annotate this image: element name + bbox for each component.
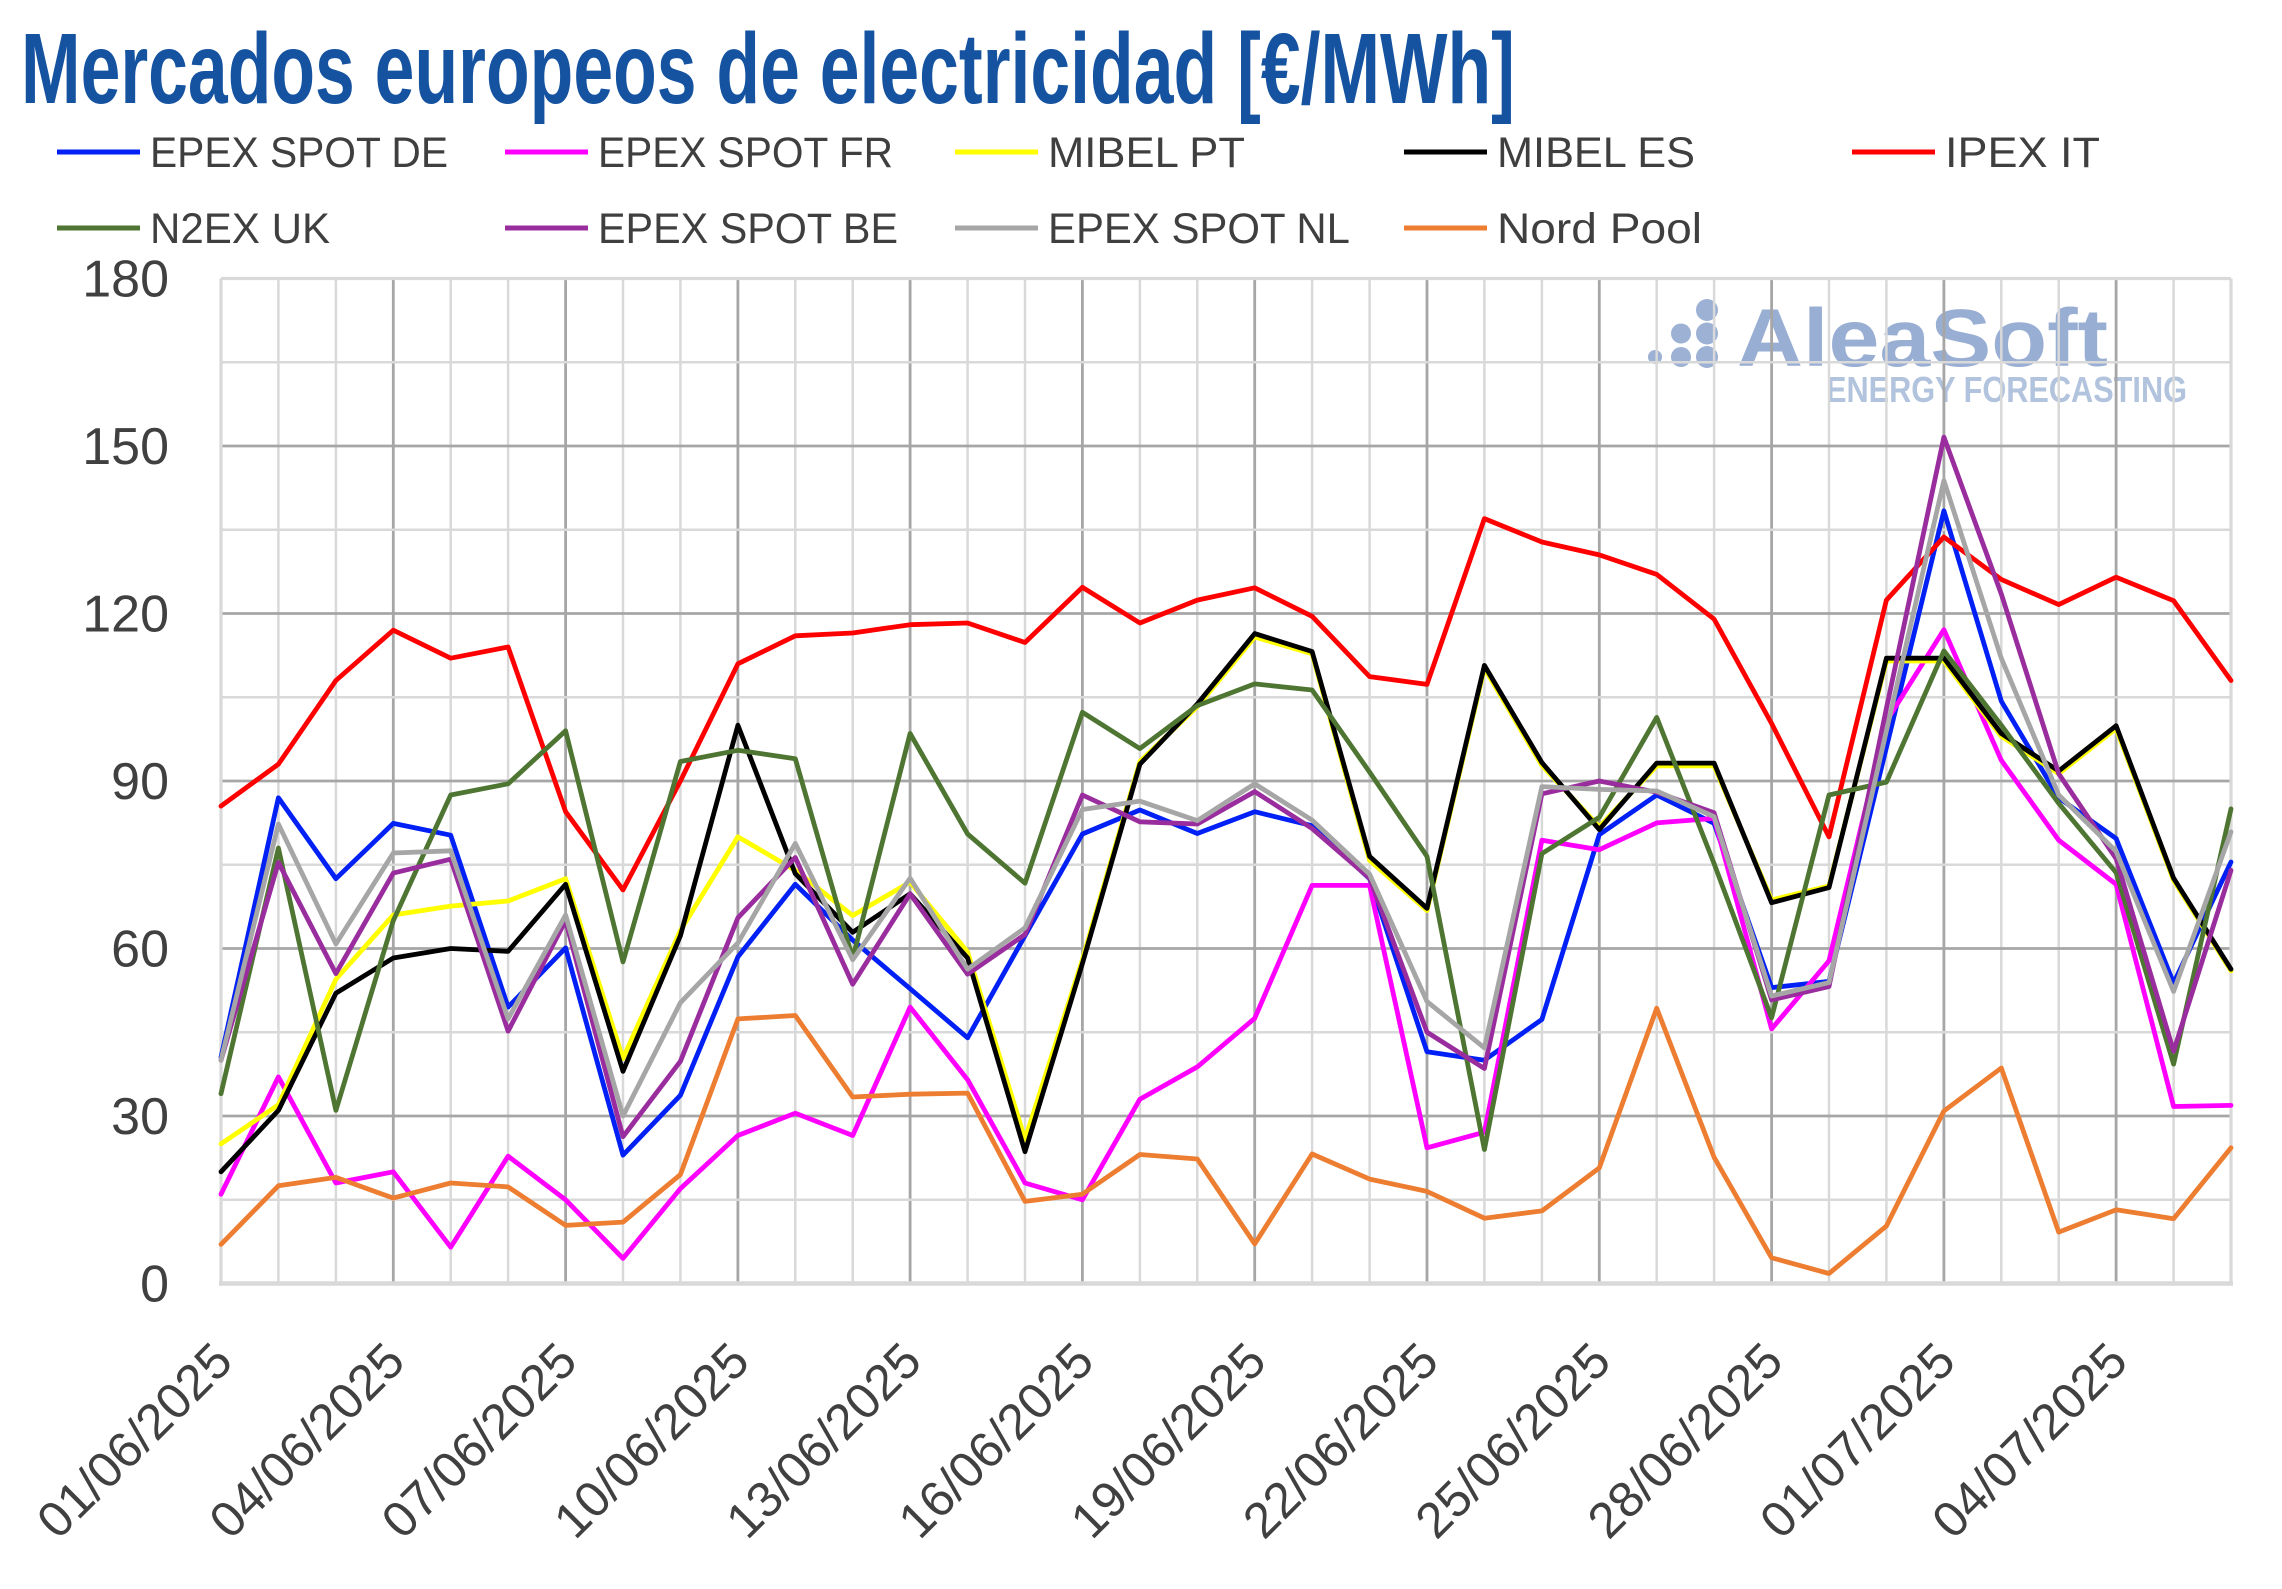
svg-text:IPEX IT: IPEX IT [1945, 129, 2100, 177]
svg-text:EPEX SPOT BE: EPEX SPOT BE [598, 205, 898, 253]
svg-text:60: 60 [111, 921, 169, 979]
svg-text:180: 180 [82, 251, 169, 309]
svg-text:ENERGY FORECASTING: ENERGY FORECASTING [1826, 369, 2187, 410]
svg-text:30: 30 [111, 1088, 169, 1146]
svg-text:EPEX SPOT FR: EPEX SPOT FR [598, 129, 893, 177]
svg-text:EPEX SPOT NL: EPEX SPOT NL [1048, 205, 1350, 253]
svg-text:MIBEL ES: MIBEL ES [1497, 129, 1695, 177]
svg-text:MIBEL PT: MIBEL PT [1048, 129, 1245, 177]
svg-text:150: 150 [82, 418, 169, 476]
svg-text:0: 0 [140, 1256, 169, 1314]
svg-text:Mercados europeos de electrici: Mercados europeos de electricidad [€/MWh… [21, 13, 1515, 125]
svg-text:90: 90 [111, 753, 169, 811]
svg-text:AleaSoft: AleaSoft [1737, 293, 2108, 384]
svg-text:Nord Pool: Nord Pool [1497, 205, 1702, 253]
svg-text:N2EX UK: N2EX UK [150, 205, 330, 253]
svg-text:120: 120 [82, 586, 169, 644]
svg-text:EPEX SPOT DE: EPEX SPOT DE [150, 129, 448, 177]
